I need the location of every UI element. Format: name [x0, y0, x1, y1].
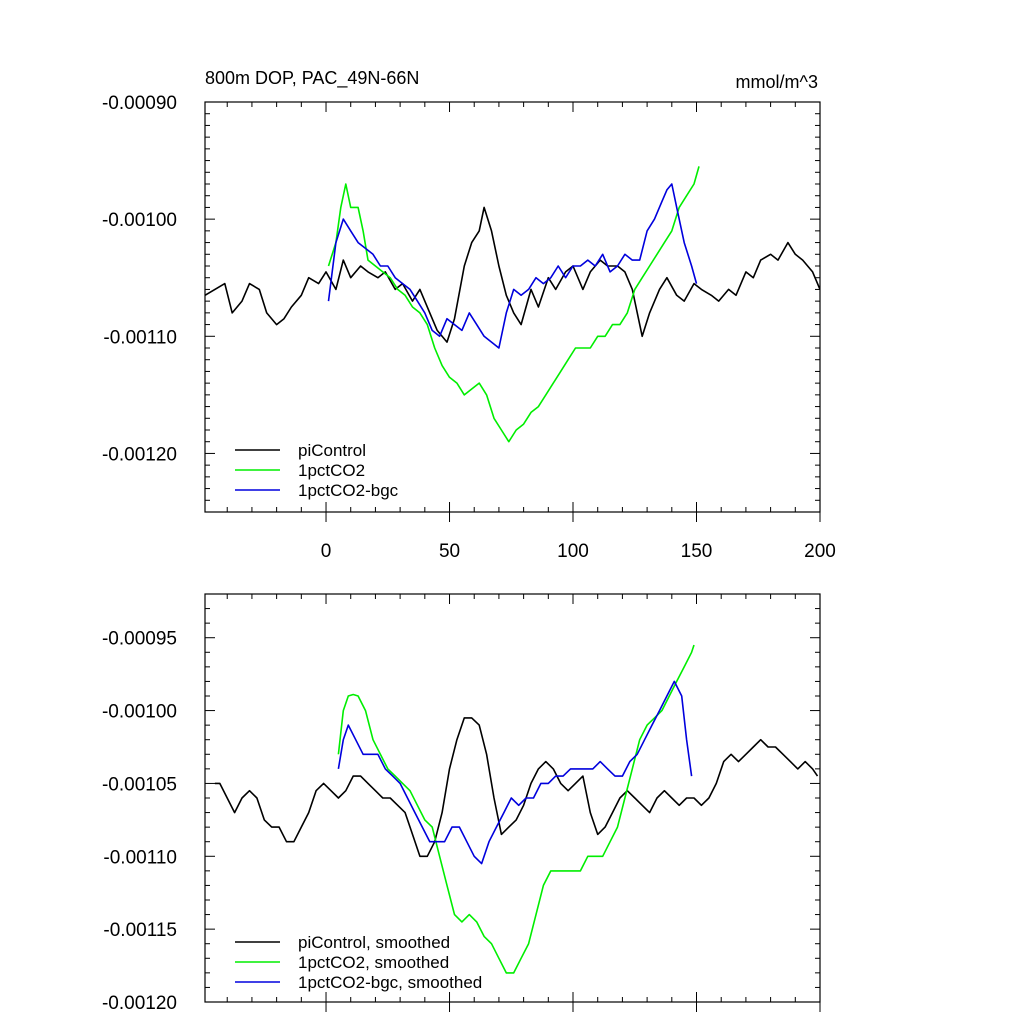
y-tick-label: -0.00095 [102, 629, 177, 650]
x-tick-label: 50 [439, 541, 460, 562]
series-line-2 [327, 166, 700, 443]
y-tick-label: -0.00090 [102, 93, 177, 114]
y-tick-label: -0.00100 [102, 702, 177, 723]
legend-label: 1pctCO2, smoothed [298, 953, 449, 972]
y-tick-label: -0.00115 [103, 920, 177, 941]
y-tick-label: -0.00105 [102, 774, 177, 795]
x-tick-label: 0 [321, 541, 332, 562]
bottom-chart-panel: -0.00095 -0.00100 -0.00105 -0.00110 -0.00115… [102, 593, 821, 1014]
y-tick-label: -0.00120 [102, 444, 177, 465]
series-line-1 [205, 206, 820, 343]
top-chart-panel: 0 50 100 150 200 -0.00090 -0.00100 -0.00110 -0.0… [102, 68, 836, 562]
y-tick-label: -0.00110 [103, 327, 177, 348]
y-tick-label: -0.00120 [102, 993, 177, 1014]
legend-label: piControl, smoothed [298, 933, 450, 952]
legend-label: 1pctCO2-bgc [298, 481, 399, 500]
series-line-2 [337, 644, 695, 974]
legend-label: 1pctCO2-bgc, smoothed [298, 973, 482, 992]
x-tick-label: 150 [681, 541, 713, 562]
y-tick-label: -0.00110 [103, 847, 177, 868]
x-tick-label: 100 [557, 541, 589, 562]
y-tick-label: -0.00100 [102, 210, 177, 231]
series-line-3 [327, 183, 698, 349]
series-line-3 [337, 680, 693, 865]
x-tick-label: 200 [804, 541, 836, 562]
chart-title: 800m DOP, PAC_49N-66N [205, 68, 419, 89]
plot-frame [204, 101, 821, 513]
units-label: mmol/m^3 [736, 72, 818, 92]
legend-label: piControl [298, 441, 366, 460]
series-line-1 [214, 717, 819, 858]
legend-label: 1pctCO2 [298, 461, 365, 480]
